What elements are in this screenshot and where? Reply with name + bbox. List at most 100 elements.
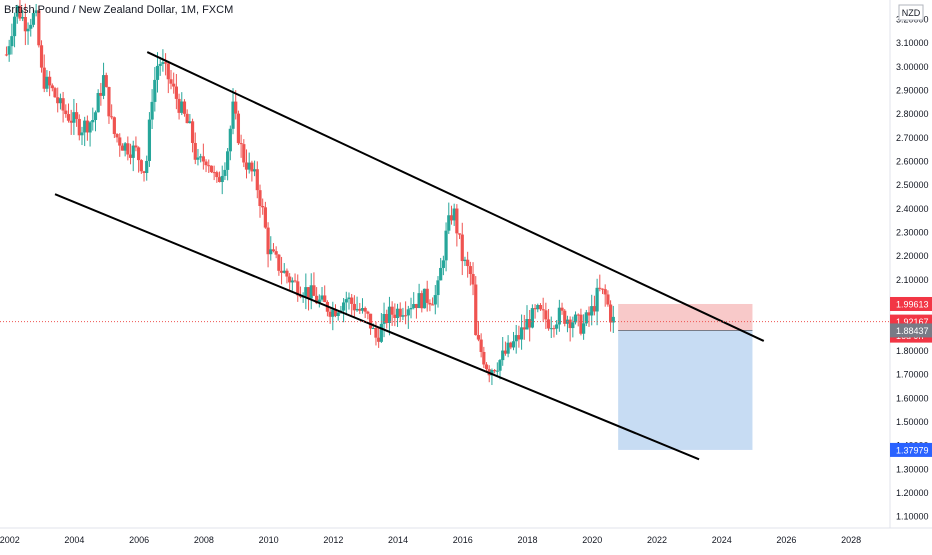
candle bbox=[126, 136, 130, 161]
candle bbox=[258, 184, 262, 218]
y-tick-label: 1.20000 bbox=[896, 488, 929, 498]
candle bbox=[45, 70, 49, 93]
candle bbox=[185, 109, 189, 124]
candle bbox=[145, 155, 149, 181]
candle bbox=[331, 301, 335, 331]
y-tick-label: 2.20000 bbox=[896, 251, 929, 261]
y-tick-label: 1.10000 bbox=[896, 512, 929, 522]
x-tick-label: 2026 bbox=[776, 535, 796, 545]
candle bbox=[304, 273, 308, 310]
candle bbox=[196, 148, 200, 166]
candle bbox=[406, 305, 410, 329]
candle bbox=[80, 126, 84, 146]
candle bbox=[26, 22, 30, 45]
candle bbox=[522, 314, 526, 340]
candle bbox=[217, 171, 222, 183]
candle bbox=[193, 132, 197, 165]
x-tick-label: 2016 bbox=[453, 535, 473, 545]
y-tick-label: 2.40000 bbox=[896, 204, 929, 214]
symbol-title[interactable]: British Pound / New Zealand Dollar, 1M, … bbox=[4, 4, 234, 16]
candle bbox=[449, 205, 454, 225]
candle bbox=[247, 152, 251, 174]
stop-price-label: 1.99613 bbox=[890, 296, 932, 311]
candle bbox=[128, 143, 133, 165]
candle bbox=[355, 296, 359, 312]
candle bbox=[99, 82, 103, 106]
candle bbox=[404, 301, 408, 325]
candle bbox=[412, 292, 416, 310]
y-tick-label: 1.80000 bbox=[896, 346, 929, 356]
candle bbox=[21, 10, 25, 22]
candle bbox=[323, 285, 327, 303]
y-tick-label: 2.70000 bbox=[896, 133, 929, 143]
candle bbox=[436, 276, 440, 308]
candle bbox=[169, 69, 173, 90]
candle bbox=[199, 153, 203, 163]
candle bbox=[606, 290, 610, 307]
candle bbox=[288, 273, 292, 290]
candle bbox=[39, 40, 44, 73]
candle bbox=[296, 274, 300, 302]
candle bbox=[511, 331, 516, 351]
candle bbox=[112, 116, 116, 138]
lower-channel-line[interactable] bbox=[54, 193, 700, 461]
candle bbox=[385, 309, 389, 329]
candle bbox=[123, 142, 127, 157]
candle bbox=[7, 39, 11, 62]
candle bbox=[137, 146, 141, 173]
x-tick-label: 2020 bbox=[582, 535, 602, 545]
candle bbox=[555, 320, 559, 335]
candle bbox=[571, 316, 575, 338]
candle bbox=[344, 291, 348, 316]
x-tick-label: 2024 bbox=[712, 535, 732, 545]
candle bbox=[471, 262, 475, 296]
upper-channel-line[interactable] bbox=[146, 51, 765, 342]
candle bbox=[56, 87, 60, 113]
candle bbox=[468, 261, 472, 286]
candle bbox=[42, 54, 46, 93]
current-price-label-text: 1.92167 bbox=[896, 317, 929, 327]
take-profit-zone[interactable] bbox=[618, 330, 753, 450]
candle bbox=[428, 299, 432, 312]
candle bbox=[595, 278, 599, 326]
candle bbox=[134, 136, 138, 152]
candle bbox=[530, 304, 534, 329]
candle bbox=[115, 133, 119, 143]
x-tick-label: 2028 bbox=[841, 535, 861, 545]
y-tick-label: 1.50000 bbox=[896, 417, 929, 427]
y-tick-label: 2.80000 bbox=[896, 109, 929, 119]
candle bbox=[341, 298, 346, 323]
candle bbox=[228, 125, 232, 161]
x-tick-label: 2006 bbox=[129, 535, 149, 545]
candle bbox=[350, 293, 354, 316]
candle bbox=[118, 133, 122, 157]
candle bbox=[382, 302, 386, 338]
candle bbox=[93, 110, 98, 132]
candle bbox=[285, 268, 289, 284]
candle bbox=[549, 316, 553, 338]
y-tick-label: 2.90000 bbox=[896, 85, 929, 95]
candle bbox=[226, 148, 230, 181]
candle bbox=[188, 114, 192, 124]
candle bbox=[37, 5, 41, 48]
candle bbox=[18, 0, 22, 21]
candle bbox=[425, 280, 429, 312]
candle bbox=[352, 295, 356, 317]
candle bbox=[476, 320, 481, 342]
candle bbox=[290, 277, 294, 291]
candle bbox=[236, 110, 241, 145]
candle bbox=[212, 165, 216, 181]
candle bbox=[452, 203, 456, 226]
candle bbox=[139, 159, 143, 174]
candle bbox=[603, 284, 607, 307]
candle bbox=[72, 98, 76, 135]
candle bbox=[584, 309, 588, 327]
candle bbox=[12, 12, 17, 48]
candle bbox=[207, 159, 211, 173]
candle bbox=[174, 74, 178, 110]
candle bbox=[444, 222, 448, 272]
candle bbox=[414, 303, 419, 319]
candle bbox=[366, 310, 370, 320]
